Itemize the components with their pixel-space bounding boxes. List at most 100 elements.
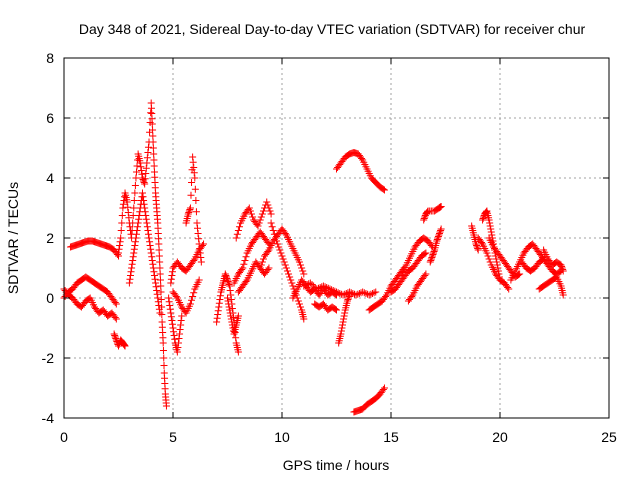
- data-point: [176, 326, 184, 333]
- data-point: [177, 321, 185, 329]
- data-point: [167, 279, 175, 287]
- data-point: [368, 290, 376, 297]
- data-point: [256, 216, 264, 224]
- data-point: [169, 324, 177, 332]
- data-point: [270, 230, 278, 238]
- data-point: [143, 159, 151, 167]
- data-point: [135, 212, 143, 219]
- data-point: [264, 266, 272, 273]
- data-segment-29: [468, 222, 482, 254]
- data-point: [305, 280, 313, 288]
- data-point: [222, 273, 230, 281]
- data-point: [146, 238, 154, 246]
- data-point: [157, 282, 165, 290]
- data-point: [495, 273, 503, 281]
- data-point: [484, 252, 492, 260]
- data-point: [281, 230, 289, 237]
- data-point: [274, 240, 282, 248]
- data-segment-15: [256, 225, 308, 278]
- data-point: [278, 252, 286, 260]
- data-point: [145, 234, 153, 242]
- data-point: [136, 159, 144, 167]
- data-point: [294, 297, 302, 305]
- data-point: [137, 163, 145, 171]
- data-point: [143, 219, 151, 227]
- data-point: [255, 219, 263, 227]
- data-point: [192, 197, 200, 204]
- data-point: [482, 208, 490, 216]
- data-point: [300, 282, 308, 290]
- data-point: [340, 315, 348, 323]
- data-point: [273, 237, 281, 245]
- data-point: [126, 223, 134, 231]
- data-point: [175, 335, 183, 342]
- data-point: [345, 293, 353, 300]
- data-point: [427, 257, 435, 264]
- data-segment-24: [387, 249, 430, 296]
- data-point: [485, 216, 493, 224]
- chart-title: Day 348 of 2021, Sidereal Day-to-day VTE…: [79, 21, 586, 37]
- data-point: [266, 207, 274, 215]
- x-tick-label: 15: [383, 429, 399, 445]
- data-point: [360, 289, 368, 297]
- data-point: [222, 272, 230, 279]
- data-point: [337, 330, 345, 338]
- data-point: [121, 342, 129, 350]
- data-point: [340, 312, 348, 320]
- data-point: [326, 285, 334, 293]
- data-point: [149, 260, 157, 268]
- data-point: [118, 219, 126, 227]
- data-points-layer: [60, 99, 567, 416]
- data-point: [191, 185, 199, 193]
- data-point: [495, 270, 503, 278]
- data-point: [215, 299, 223, 307]
- data-segment-6: [165, 294, 186, 356]
- data-point: [174, 344, 182, 351]
- data-point: [436, 228, 444, 236]
- data-point: [436, 230, 444, 237]
- data-point: [112, 335, 120, 342]
- data-point: [160, 354, 168, 362]
- data-point: [433, 237, 441, 245]
- data-point: [154, 294, 162, 302]
- data-point: [190, 164, 198, 171]
- x-tick-label: 25: [601, 429, 617, 445]
- data-point: [196, 245, 204, 252]
- data-segment-2: [67, 237, 122, 260]
- data-point: [223, 275, 231, 282]
- data-segment-1: [60, 273, 120, 308]
- data-point: [257, 261, 265, 269]
- data-point: [337, 327, 345, 335]
- data-point: [486, 222, 494, 230]
- data-point: [224, 276, 231, 284]
- data-point: [479, 215, 487, 222]
- data-point: [559, 267, 567, 275]
- data-point: [300, 270, 308, 278]
- x-tick-labels: 0 5 10 15 20 25: [60, 429, 617, 445]
- data-point: [224, 294, 231, 302]
- data-point: [286, 273, 294, 281]
- data-point: [346, 291, 354, 299]
- data-point: [172, 293, 180, 300]
- data-point: [170, 332, 178, 339]
- data-point: [144, 149, 152, 156]
- data-point: [112, 300, 120, 308]
- data-point: [156, 276, 164, 284]
- data-point: [365, 291, 373, 299]
- data-point: [505, 285, 513, 293]
- data-point: [139, 193, 147, 201]
- data-point: [225, 281, 233, 288]
- data-point: [338, 324, 346, 332]
- data-point: [246, 207, 254, 215]
- data-point: [138, 189, 146, 197]
- data-point: [149, 132, 157, 140]
- x-tick-label: 0: [60, 429, 68, 445]
- y-tick-labels: -4 -2 0 2 4 6 8: [42, 50, 55, 426]
- data-point: [333, 306, 340, 314]
- data-point: [282, 264, 290, 272]
- data-point: [277, 249, 285, 257]
- data-point: [130, 197, 138, 204]
- data-point: [437, 227, 445, 234]
- data-point: [226, 282, 234, 290]
- data-point: [306, 279, 314, 287]
